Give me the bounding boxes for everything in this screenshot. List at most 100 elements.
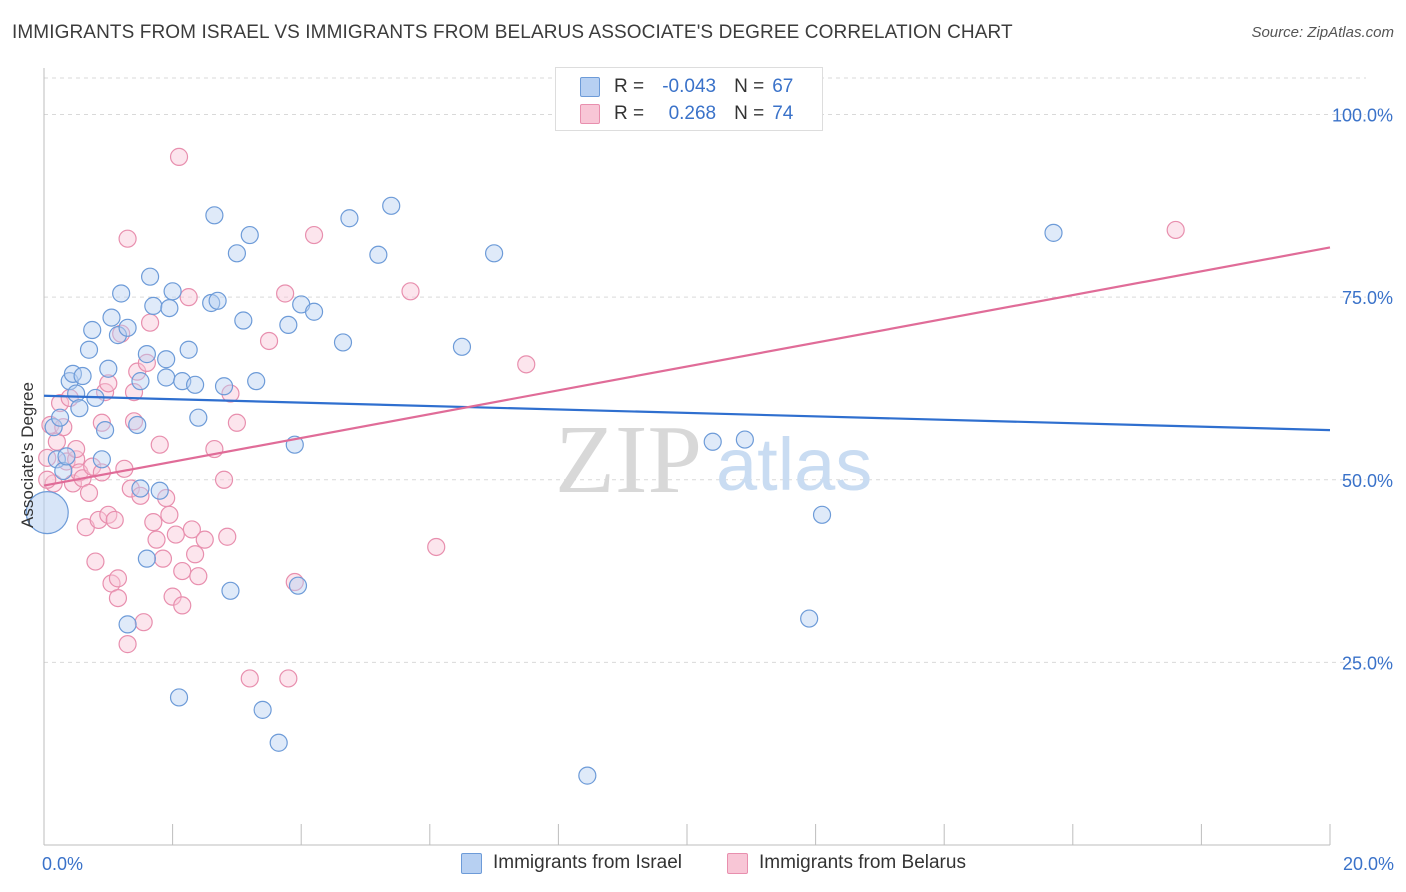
data-point [50,408,70,427]
data-point [340,209,359,228]
data-point [108,588,128,608]
trend-lines [43,246,1331,487]
data-point [279,315,298,335]
data-point [73,366,92,386]
data-point [218,527,237,546]
data-point [128,415,147,435]
data-point [54,418,73,437]
data-point [144,296,163,316]
source-label: Source: ZipAtlas.com [1251,24,1394,41]
data-point [118,229,137,248]
data-point [333,333,353,352]
data-point [124,383,144,402]
data-point [70,399,89,418]
data-point [86,552,105,571]
trend-line-belarus [43,246,1331,487]
data-point [279,669,298,688]
data-point [240,225,259,245]
data-point [221,384,240,403]
data-point [214,377,234,396]
data-point [144,513,163,532]
watermark: ZIP atlas [555,406,872,514]
data-point [800,609,819,628]
chart-title: IMMIGRANTS FROM ISRAEL VS IMMIGRANTS FRO… [12,22,1013,43]
data-point [234,311,253,330]
watermark-atlas: atlas [716,423,872,506]
data-point [214,470,234,489]
data-point [121,479,140,498]
gridlines [44,77,1366,663]
data-point [112,284,131,303]
data-point [79,483,99,503]
data-point [1166,220,1185,240]
belarus-legend-label: Immigrants from Belarus [759,852,966,873]
data-point [485,244,504,263]
data-point [137,549,156,568]
y-axis-label: Associate's Degree [18,382,37,528]
data-point [157,368,176,387]
data-point [253,700,272,719]
data-point [147,530,166,549]
data-point [578,766,597,785]
data-point [108,569,128,588]
data-point [157,350,176,369]
data-point [118,635,137,654]
data-point [166,525,185,544]
data-point [304,302,324,321]
data-point [131,486,150,505]
data-point [44,418,63,437]
data-point [195,530,214,549]
belarus-swatch [580,104,600,124]
data-point [812,505,832,524]
data-point [108,326,128,345]
axes [43,68,1331,846]
r-label: R = [614,76,645,97]
data-point [57,447,76,466]
data-point [304,225,324,245]
x-tick-label: 0.0% [42,854,83,874]
data-point [150,481,169,500]
data-point [735,430,754,449]
n-label: N = [734,76,765,97]
data-point [227,244,246,263]
israel-legend-label: Immigrants from Israel [493,852,682,873]
data-point [95,420,115,440]
data-point [179,288,198,307]
data-point [227,413,246,432]
data-point [102,308,121,327]
data-point [105,510,124,530]
israel-swatch [580,77,600,97]
data-point [401,282,420,301]
data-point [169,688,189,707]
data-point [186,375,205,394]
data-point [247,372,266,391]
data-point [288,576,308,595]
data-point [186,545,205,564]
belarus-swatch [727,852,748,874]
data-point [131,479,150,498]
stats-legend: R = -0.043 N = 67 R = 0.268 N = 74 [555,67,823,131]
n-label: N = [734,103,765,124]
points-israel [25,196,1063,785]
legend-row-israel: R = -0.043 N = 67 [580,74,793,100]
data-point [50,393,70,413]
x-tick-label: 20.0% [1343,854,1394,874]
y-tick-label: 75.0% [1342,288,1393,308]
belarus-r-value: 0.268 [668,103,717,124]
data-point [259,331,279,351]
data-point [131,372,150,391]
data-point [92,450,111,469]
data-point [517,355,536,374]
data-point [173,561,192,581]
trend-line-israel [43,394,1331,432]
data-point [240,669,259,688]
data-point [83,320,102,340]
belarus-n-value: 74 [772,103,794,124]
r-label: R = [614,103,645,124]
data-point [79,340,99,359]
data-point [83,457,102,476]
data-point [163,282,182,301]
bottom-legend-belarus: Immigrants from Belarus [727,852,966,874]
y-tick-label: 25.0% [1342,653,1393,673]
